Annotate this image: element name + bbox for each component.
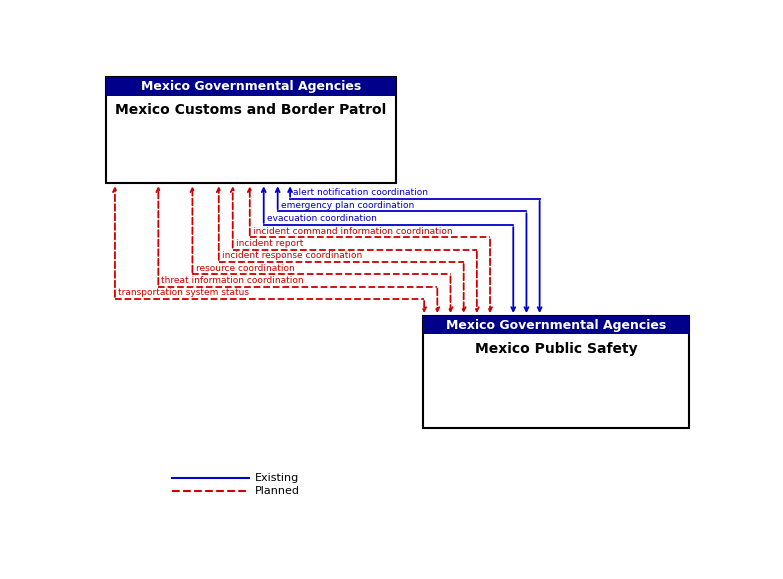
Text: alert notification coordination: alert notification coordination bbox=[293, 188, 428, 197]
Text: incident response coordination: incident response coordination bbox=[222, 251, 362, 261]
Bar bbox=[106, 77, 396, 96]
Text: resource coordination: resource coordination bbox=[196, 264, 294, 273]
Text: threat information coordination: threat information coordination bbox=[161, 276, 304, 285]
Bar bbox=[106, 77, 396, 184]
Text: emergency plan coordination: emergency plan coordination bbox=[281, 200, 414, 210]
Text: Mexico Public Safety: Mexico Public Safety bbox=[475, 342, 637, 356]
Bar bbox=[424, 316, 689, 427]
Text: incident report: incident report bbox=[236, 239, 303, 248]
Text: evacuation coordination: evacuation coordination bbox=[267, 214, 377, 223]
Text: incident command information coordination: incident command information coordinatio… bbox=[253, 227, 453, 236]
Bar bbox=[424, 316, 689, 334]
Text: Mexico Customs and Border Patrol: Mexico Customs and Border Patrol bbox=[115, 104, 387, 118]
Text: Existing: Existing bbox=[255, 472, 299, 482]
Text: transportation system status: transportation system status bbox=[118, 288, 249, 298]
Text: Mexico Governmental Agencies: Mexico Governmental Agencies bbox=[141, 80, 361, 93]
Text: Mexico Governmental Agencies: Mexico Governmental Agencies bbox=[446, 318, 666, 332]
Text: Planned: Planned bbox=[255, 486, 300, 496]
